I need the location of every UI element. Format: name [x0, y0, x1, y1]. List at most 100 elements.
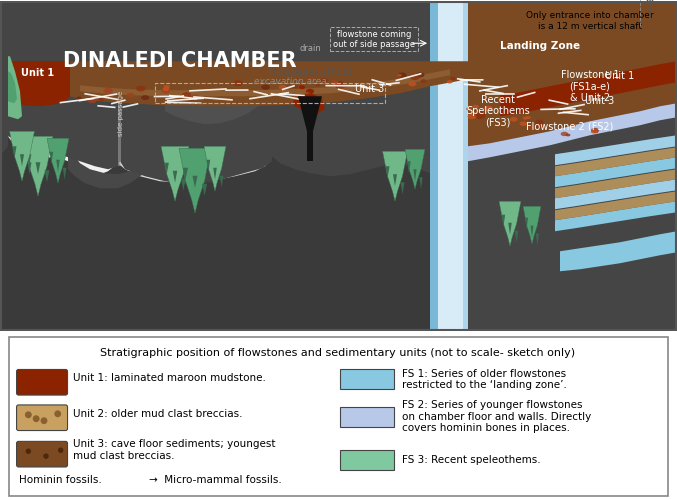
Text: Flowstone 2(FS2): Flowstone 2(FS2): [268, 66, 352, 76]
Text: Stratigraphic position of flowstones and sedimentary units (not to scale- sketch: Stratigraphic position of flowstones and…: [100, 348, 575, 358]
Polygon shape: [536, 234, 539, 245]
Polygon shape: [414, 169, 416, 181]
Ellipse shape: [306, 89, 314, 94]
Polygon shape: [515, 231, 519, 243]
Polygon shape: [468, 1, 677, 146]
Text: Unit 1: Unit 1: [605, 71, 634, 81]
Polygon shape: [181, 179, 185, 190]
Polygon shape: [80, 69, 450, 96]
Polygon shape: [405, 149, 425, 189]
Ellipse shape: [308, 78, 313, 80]
Ellipse shape: [527, 125, 534, 129]
Bar: [463, 1, 468, 332]
Text: Unit 3: cave floor sediments; youngest
mud clast breccias.: Unit 3: cave floor sediments; youngest m…: [73, 440, 276, 461]
Polygon shape: [36, 162, 41, 174]
Ellipse shape: [408, 82, 416, 86]
Ellipse shape: [510, 117, 518, 121]
Ellipse shape: [141, 95, 150, 100]
Polygon shape: [0, 1, 445, 184]
Ellipse shape: [523, 116, 528, 120]
Ellipse shape: [590, 129, 598, 134]
Ellipse shape: [536, 120, 544, 124]
Polygon shape: [499, 201, 521, 246]
Ellipse shape: [447, 80, 453, 84]
Ellipse shape: [104, 88, 113, 94]
Ellipse shape: [293, 86, 299, 88]
Polygon shape: [49, 152, 53, 164]
Ellipse shape: [475, 112, 485, 118]
Ellipse shape: [127, 92, 135, 98]
FancyBboxPatch shape: [16, 370, 68, 395]
Circle shape: [41, 417, 47, 424]
Ellipse shape: [87, 98, 97, 103]
Polygon shape: [173, 171, 177, 182]
Ellipse shape: [315, 84, 320, 86]
Polygon shape: [68, 151, 155, 188]
FancyBboxPatch shape: [340, 450, 394, 470]
Polygon shape: [385, 166, 389, 178]
FancyBboxPatch shape: [9, 337, 668, 496]
Polygon shape: [20, 154, 24, 166]
Polygon shape: [555, 191, 677, 220]
Bar: [430, 1, 438, 332]
Polygon shape: [555, 180, 677, 209]
Ellipse shape: [261, 84, 270, 90]
Ellipse shape: [591, 128, 599, 132]
Polygon shape: [12, 146, 16, 158]
Polygon shape: [555, 157, 677, 187]
Text: →  Micro-mammal fossils.: → Micro-mammal fossils.: [149, 475, 282, 485]
Text: Unit 2: older mud clast breccias.: Unit 2: older mud clast breccias.: [73, 409, 243, 419]
Ellipse shape: [77, 96, 81, 100]
Text: Flowstone 1
(FS1a-e)
& Unit 2: Flowstone 1 (FS1a-e) & Unit 2: [561, 70, 619, 103]
Polygon shape: [555, 135, 677, 165]
Polygon shape: [56, 160, 60, 172]
Ellipse shape: [398, 72, 406, 78]
Ellipse shape: [305, 92, 309, 94]
Polygon shape: [531, 226, 533, 237]
FancyBboxPatch shape: [16, 405, 68, 430]
Circle shape: [25, 412, 32, 418]
Polygon shape: [419, 178, 422, 189]
Polygon shape: [192, 176, 198, 188]
FancyBboxPatch shape: [340, 407, 394, 426]
Bar: [307, 126, 313, 161]
Text: excavation area: excavation area: [254, 76, 326, 86]
Polygon shape: [8, 71, 17, 104]
Polygon shape: [500, 61, 677, 116]
Ellipse shape: [163, 85, 170, 88]
Ellipse shape: [192, 94, 198, 98]
Polygon shape: [47, 138, 69, 183]
Polygon shape: [401, 182, 404, 194]
Ellipse shape: [279, 85, 286, 89]
FancyBboxPatch shape: [340, 370, 394, 389]
Text: drain: drain: [299, 44, 321, 52]
Ellipse shape: [519, 122, 527, 126]
Polygon shape: [183, 168, 188, 180]
Polygon shape: [206, 160, 210, 172]
Polygon shape: [0, 1, 430, 151]
Polygon shape: [468, 104, 677, 161]
Polygon shape: [560, 231, 677, 271]
Text: Flowstone 2 (FS2): Flowstone 2 (FS2): [526, 121, 613, 131]
Ellipse shape: [594, 130, 598, 133]
Text: DINALEDI CHAMBER: DINALEDI CHAMBER: [63, 52, 297, 71]
Polygon shape: [28, 162, 32, 174]
Ellipse shape: [534, 123, 544, 128]
Text: flowstone coming
out of side passage: flowstone coming out of side passage: [333, 30, 415, 49]
Ellipse shape: [410, 74, 420, 80]
Ellipse shape: [561, 132, 568, 136]
Polygon shape: [298, 96, 322, 131]
Text: Recent
Speleothems
(FS3): Recent Speleothems (FS3): [466, 94, 530, 128]
Text: Unit 1: laminated maroon mudstone.: Unit 1: laminated maroon mudstone.: [73, 374, 266, 384]
Ellipse shape: [299, 85, 305, 89]
Ellipse shape: [526, 116, 531, 119]
Polygon shape: [63, 168, 66, 180]
Ellipse shape: [450, 76, 456, 80]
Polygon shape: [204, 146, 226, 191]
Polygon shape: [555, 201, 677, 231]
Text: FS 3: Recent speleothems.: FS 3: Recent speleothems.: [401, 455, 540, 465]
Polygon shape: [525, 218, 528, 230]
Polygon shape: [393, 174, 397, 186]
Ellipse shape: [397, 74, 401, 76]
Polygon shape: [9, 131, 35, 181]
